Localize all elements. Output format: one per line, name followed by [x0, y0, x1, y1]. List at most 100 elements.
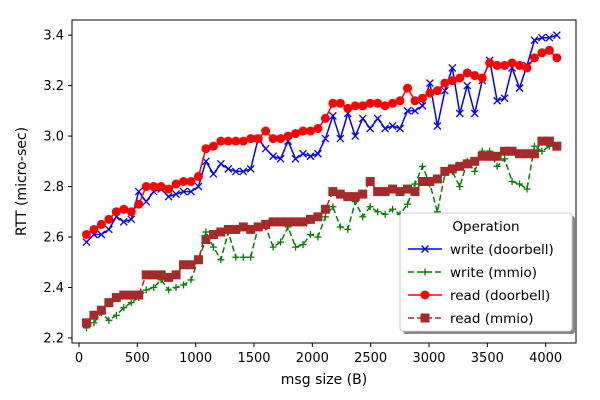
- legend-entries: write (doorbell) write (mmio) read (doorbe…: [408, 242, 554, 327]
- data-point: [82, 238, 91, 247]
- x-tick-label: 1500: [237, 351, 270, 366]
- data-point: [448, 63, 457, 72]
- data-point: [111, 293, 121, 303]
- marker-stroke: [515, 84, 524, 93]
- data-point: [261, 219, 271, 229]
- marker-stroke: [104, 225, 113, 234]
- marker-stroke: [231, 167, 240, 176]
- data-point: [291, 154, 300, 163]
- data-point: [208, 141, 218, 151]
- data-point: [530, 36, 539, 45]
- marker-stroke: [493, 96, 502, 105]
- data-point: [283, 217, 293, 227]
- data-point: [165, 286, 173, 294]
- data-point: [171, 179, 181, 189]
- y-axis-ticks: 2.2 2.4 2.6 2.8 3.0 3.2 3.4: [43, 29, 72, 346]
- data-point: [111, 207, 121, 217]
- marker-stroke: [119, 217, 128, 226]
- data-point: [343, 103, 353, 113]
- data-point: [276, 154, 285, 163]
- data-point: [156, 182, 166, 192]
- data-point: [119, 290, 129, 300]
- data-point: [440, 86, 449, 95]
- data-point: [544, 136, 554, 146]
- y-tick-label: 3.2: [43, 79, 64, 94]
- data-point: [552, 31, 561, 40]
- series-layer: [81, 31, 562, 332]
- data-point: [538, 147, 546, 155]
- data-point: [239, 253, 247, 261]
- marker-stroke: [433, 122, 442, 130]
- legend-label: write (doorbell): [450, 242, 554, 258]
- marker-stroke: [336, 134, 345, 143]
- data-point: [127, 299, 135, 307]
- legend-label: read (doorbell): [450, 288, 550, 304]
- data-point: [516, 180, 524, 188]
- legend-entry: read (mmio): [408, 311, 534, 327]
- x-axis-label: msg size (B): [281, 372, 367, 388]
- data-point: [522, 63, 532, 73]
- data-point: [470, 71, 480, 81]
- data-point: [179, 187, 188, 196]
- data-point: [141, 270, 151, 280]
- marker-stroke: [470, 109, 479, 118]
- data-point: [395, 96, 405, 106]
- marker-stroke: [172, 190, 181, 199]
- x-tick-label: 500: [125, 351, 150, 366]
- marker-stroke: [388, 122, 397, 130]
- legend-marker: [420, 313, 430, 323]
- marker-stroke: [142, 197, 151, 206]
- data-point: [336, 223, 344, 231]
- data-point: [119, 204, 129, 214]
- data-point: [283, 131, 293, 141]
- y-tick-label: 2.2: [43, 331, 64, 346]
- data-point: [462, 68, 472, 78]
- data-point: [537, 33, 546, 42]
- data-point: [537, 136, 547, 146]
- data-point: [313, 149, 322, 158]
- x-tick-label: 3500: [471, 351, 504, 366]
- data-point: [418, 162, 426, 170]
- data-point: [96, 219, 106, 229]
- data-point: [209, 169, 218, 178]
- data-point: [417, 177, 427, 186]
- data-point: [389, 205, 397, 213]
- marker-stroke: [455, 109, 464, 118]
- data-point: [231, 167, 240, 176]
- data-point: [336, 134, 345, 143]
- data-point: [246, 224, 256, 234]
- data-point: [410, 96, 420, 106]
- data-point: [403, 106, 412, 115]
- data-point: [403, 83, 413, 93]
- marker-stroke: [299, 149, 307, 158]
- marker-stroke: [187, 187, 195, 196]
- data-point: [150, 283, 158, 291]
- data-point: [418, 101, 427, 110]
- data-point: [313, 124, 323, 134]
- data-point: [425, 79, 434, 88]
- marker-stroke: [127, 215, 136, 224]
- marker-stroke: [463, 81, 472, 90]
- data-point: [552, 53, 562, 63]
- data-point: [515, 149, 525, 159]
- data-point: [105, 316, 113, 324]
- data-point: [373, 114, 382, 123]
- data-point: [291, 217, 301, 227]
- legend-entry: write (doorbell): [408, 242, 554, 258]
- data-point: [202, 228, 210, 236]
- data-point: [500, 94, 509, 103]
- marker-stroke: [239, 167, 248, 176]
- data-point: [477, 151, 487, 161]
- data-point: [440, 78, 450, 88]
- data-point: [404, 200, 412, 208]
- marker-stroke: [403, 106, 412, 115]
- data-point: [201, 144, 211, 154]
- data-point: [187, 276, 195, 284]
- marker-stroke: [261, 144, 270, 153]
- data-point: [501, 155, 509, 163]
- data-point: [216, 227, 226, 237]
- marker-stroke: [537, 33, 546, 42]
- data-point: [269, 243, 277, 251]
- data-point: [395, 187, 405, 197]
- marker-stroke: [201, 157, 210, 166]
